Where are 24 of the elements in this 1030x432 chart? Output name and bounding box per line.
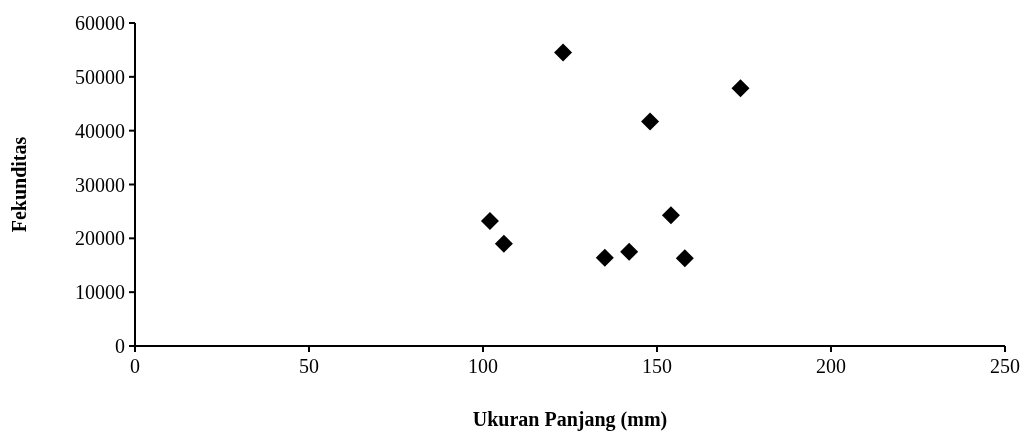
x-tick-label: 100	[468, 355, 498, 377]
y-tick-label: 20000	[75, 227, 125, 250]
x-axis-title: Ukuran Panjang (mm)	[472, 408, 668, 431]
point	[494, 234, 513, 253]
y-tick-label: 50000	[75, 65, 125, 88]
y-tick-label: 0	[115, 335, 125, 357]
point	[620, 242, 639, 261]
point	[675, 249, 694, 268]
y-tick-label: 30000	[75, 173, 125, 196]
x-tick-label: 200	[816, 355, 846, 377]
point	[731, 79, 750, 98]
x-tick-label: 50	[299, 355, 319, 377]
point	[480, 212, 499, 231]
y-tick-label: 10000	[75, 281, 125, 304]
point	[554, 43, 573, 62]
y-axis-title: Fekunditas	[8, 136, 30, 233]
y-tick-label: 40000	[75, 119, 125, 142]
x-tick-label: 150	[642, 355, 672, 377]
y-tick-label: 60000	[75, 12, 125, 34]
point	[641, 112, 660, 131]
point	[661, 206, 680, 225]
point	[595, 248, 614, 267]
x-tick-label: 250	[990, 355, 1020, 377]
x-tick-label: 0	[130, 355, 140, 377]
